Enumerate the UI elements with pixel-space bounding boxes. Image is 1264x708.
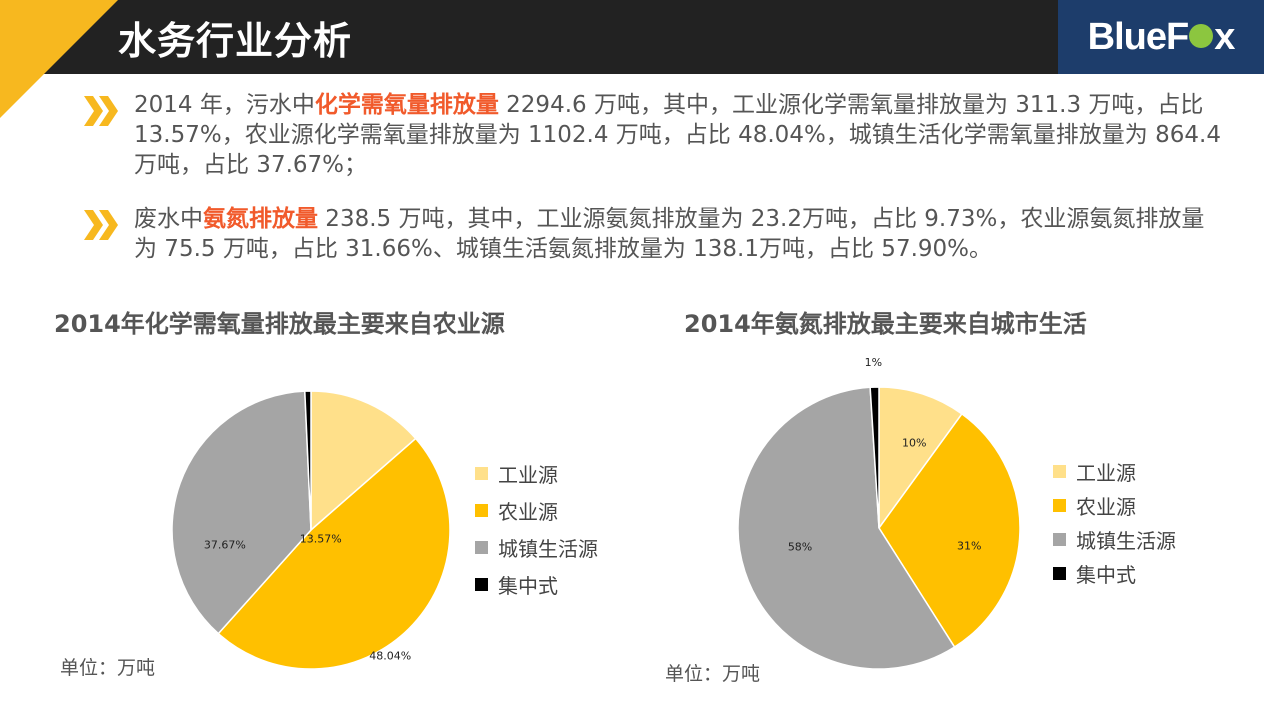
slice-centralized	[869, 386, 880, 529]
data-label: 48.04%	[369, 649, 411, 662]
data-label: 37.67%	[204, 538, 246, 551]
data-label: 58%	[788, 541, 812, 554]
legend-label: 城镇生活源	[498, 537, 598, 561]
legend-item: 城镇生活源	[1053, 522, 1176, 556]
slice-urban	[737, 386, 956, 670]
slice-agricultural	[878, 412, 1021, 649]
highlight-term: 氨氮排放量	[203, 206, 318, 232]
unit-label-cod: 单位：万吨	[60, 657, 156, 679]
double-chevron-icon	[84, 96, 118, 126]
legend-label: 集中式	[498, 574, 558, 598]
legend-swatch	[475, 504, 488, 517]
legend-item: 工业源	[1053, 454, 1176, 488]
header-accent-triangle	[0, 0, 118, 118]
logo-text: BlueF x	[1087, 15, 1236, 58]
slice-agricultural	[217, 437, 451, 670]
double-chevron-icon	[84, 210, 118, 240]
slice-industrial	[310, 390, 417, 532]
legend-ammonia: 工业源农业源城镇生活源集中式	[1053, 454, 1176, 590]
unit-label-ammonia: 单位：万吨	[665, 663, 761, 685]
legend-item: 城镇生活源	[475, 529, 598, 566]
legend-item: 集中式	[475, 566, 598, 603]
legend-label: 城镇生活源	[1076, 528, 1176, 553]
legend-swatch	[1053, 498, 1066, 512]
page-title: 水务行业分析	[118, 19, 353, 63]
legend-item: 农业源	[1053, 488, 1176, 522]
legend-swatch	[475, 541, 488, 554]
legend-label: 工业源	[1076, 460, 1136, 485]
legend-swatch	[1053, 464, 1066, 478]
legend-item: 工业源	[475, 455, 598, 492]
header-bar	[0, 0, 1264, 74]
slice-centralized	[304, 390, 312, 531]
slice-industrial	[878, 386, 963, 531]
legend-label: 工业源	[498, 463, 558, 487]
data-label: 13.57%	[300, 533, 342, 546]
data-label: 1%	[865, 356, 882, 369]
legend-label: 集中式	[1076, 562, 1136, 587]
data-label: 10%	[902, 436, 926, 449]
legend-swatch	[475, 578, 488, 591]
brand-logo: BlueF x	[1058, 0, 1264, 74]
chart-title-cod: 2014年化学需氧量排放最主要来自农业源	[54, 310, 505, 338]
legend-label: 农业源	[1076, 494, 1136, 519]
highlight-term: 化学需氧量排放量	[314, 92, 499, 118]
data-label: 31%	[957, 539, 981, 552]
bullet-text: 2014 年，污水中化学需氧量排放量 2294.6 万吨，其中，工业源化学需氧量…	[134, 92, 1221, 178]
legend-swatch	[1053, 566, 1066, 580]
legend-label: 农业源	[498, 500, 558, 524]
chart-title-ammonia: 2014年氨氮排放最主要来自城市生活	[684, 310, 1087, 338]
legend-item: 农业源	[475, 492, 598, 529]
legend-item: 集中式	[1053, 556, 1176, 590]
pie-chart-cod: 13.57%48.04%37.67%0.71%	[171, 390, 451, 670]
legend-cod: 工业源农业源城镇生活源集中式	[475, 455, 598, 603]
bullet-text: 废水中氨氮排放量 238.5 万吨，其中，工业源氨氮排放量为 23.2万吨，占比…	[134, 206, 1205, 262]
legend-swatch	[1053, 532, 1066, 546]
slice-urban	[171, 390, 312, 635]
pie-chart-ammonia: 10% 31% 58% 1%	[737, 356, 1021, 670]
legend-swatch	[475, 467, 488, 480]
